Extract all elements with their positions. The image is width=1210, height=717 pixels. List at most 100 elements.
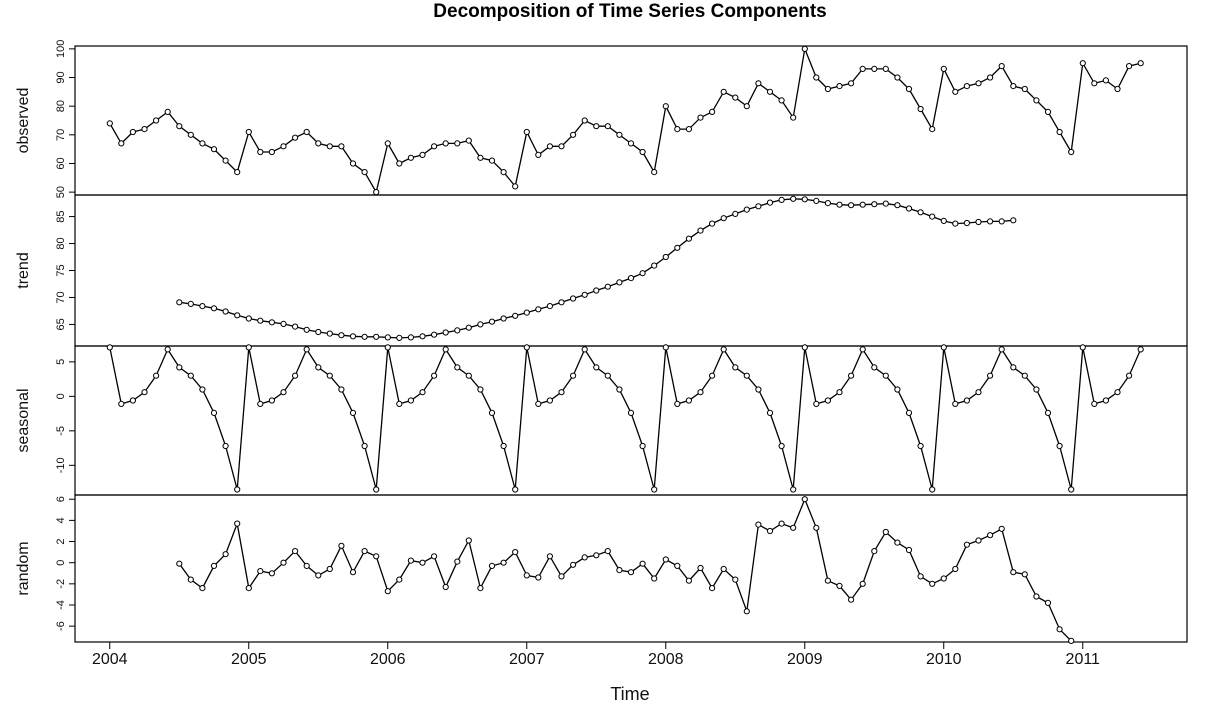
data-point — [384, 588, 391, 595]
chart-title: Decomposition of Time Series Components — [433, 1, 827, 22]
data-point — [512, 183, 519, 190]
data-point — [257, 148, 264, 156]
y-tick-label: 60 — [55, 157, 67, 169]
data-point — [292, 548, 299, 555]
panel-frame — [74, 194, 1188, 347]
data-point — [512, 486, 519, 493]
data-point — [546, 553, 554, 560]
x-tick-label: 2009 — [787, 651, 823, 668]
data-point — [963, 397, 971, 404]
data-point — [766, 409, 774, 416]
data-point — [338, 386, 345, 393]
data-point — [210, 305, 218, 312]
data-point — [292, 323, 299, 330]
data-point — [396, 334, 403, 341]
data-point — [1137, 60, 1144, 67]
data-point — [465, 537, 472, 544]
data-point — [963, 541, 971, 548]
data-point — [929, 580, 936, 587]
x-tick-label: 2005 — [231, 651, 267, 668]
data-point — [1044, 599, 1052, 607]
data-point — [349, 569, 357, 576]
data-point — [674, 400, 681, 407]
data-point — [1068, 148, 1075, 156]
data-point — [743, 372, 750, 379]
y-tick-label: 6 — [55, 496, 67, 502]
data-point — [477, 386, 484, 393]
data-point — [187, 372, 194, 379]
data-point — [836, 582, 843, 590]
data-point — [280, 320, 287, 327]
data-point — [326, 565, 333, 573]
data-point — [824, 200, 832, 207]
data-point — [477, 154, 484, 161]
data-point — [917, 209, 924, 216]
data-point — [929, 213, 936, 220]
data-point — [570, 372, 577, 379]
data-point — [187, 131, 194, 138]
data-point — [616, 567, 623, 574]
data-point — [488, 562, 496, 570]
data-point — [952, 220, 959, 227]
data-point — [454, 327, 461, 334]
panel-seasonal: -10 -5 0 5 seasonal — [15, 344, 1188, 496]
data-point — [755, 386, 762, 393]
data-point — [153, 117, 160, 124]
data-point — [268, 148, 275, 156]
panel-random: -6 -4 -2 0 2 4 6 random — [15, 494, 1188, 645]
data-point — [292, 372, 299, 379]
data-point — [1091, 400, 1098, 407]
data-point — [361, 169, 368, 176]
data-point — [697, 389, 704, 396]
data-point — [593, 552, 600, 559]
data-point — [535, 151, 542, 158]
data-point — [685, 577, 693, 584]
data-point — [1010, 569, 1017, 576]
data-point — [512, 549, 519, 556]
data-point — [778, 196, 785, 203]
data-point — [709, 372, 716, 379]
data-point — [743, 103, 750, 110]
x-axis-label: Time — [610, 684, 650, 704]
data-point — [766, 199, 774, 206]
data-point — [523, 128, 530, 136]
data-point — [1137, 346, 1144, 353]
data-point — [929, 126, 936, 133]
data-point — [558, 573, 565, 580]
data-point — [558, 143, 565, 150]
data-point — [373, 333, 380, 340]
data-point — [975, 537, 982, 544]
data-point — [257, 400, 264, 407]
panel-observed: 50 60 70 80 90 100 observed — [15, 40, 1188, 198]
data-point — [616, 131, 623, 138]
data-point — [651, 169, 658, 176]
data-point — [1010, 217, 1017, 224]
data-point — [720, 346, 727, 353]
data-point — [732, 364, 739, 371]
data-point — [871, 201, 878, 208]
data-point — [118, 400, 125, 407]
data-point — [987, 532, 994, 539]
data-point — [905, 85, 913, 93]
data-point — [396, 160, 403, 167]
data-point — [361, 442, 368, 450]
data-point — [651, 575, 658, 582]
data-point — [1021, 85, 1028, 93]
data-point — [593, 287, 600, 294]
data-point — [454, 558, 461, 565]
data-point — [616, 386, 623, 393]
data-point — [176, 299, 183, 306]
data-point — [407, 557, 414, 564]
data-point — [662, 253, 669, 261]
data-point — [257, 317, 264, 324]
data-point — [581, 291, 588, 298]
y-tick-label: 80 — [55, 100, 67, 112]
y-tick-label: 85 — [55, 210, 67, 222]
data-point — [535, 400, 542, 407]
data-point — [465, 324, 472, 331]
data-point — [245, 315, 252, 322]
data-point — [894, 386, 901, 393]
data-point — [431, 331, 438, 338]
data-point — [234, 169, 241, 176]
data-point — [848, 202, 855, 209]
